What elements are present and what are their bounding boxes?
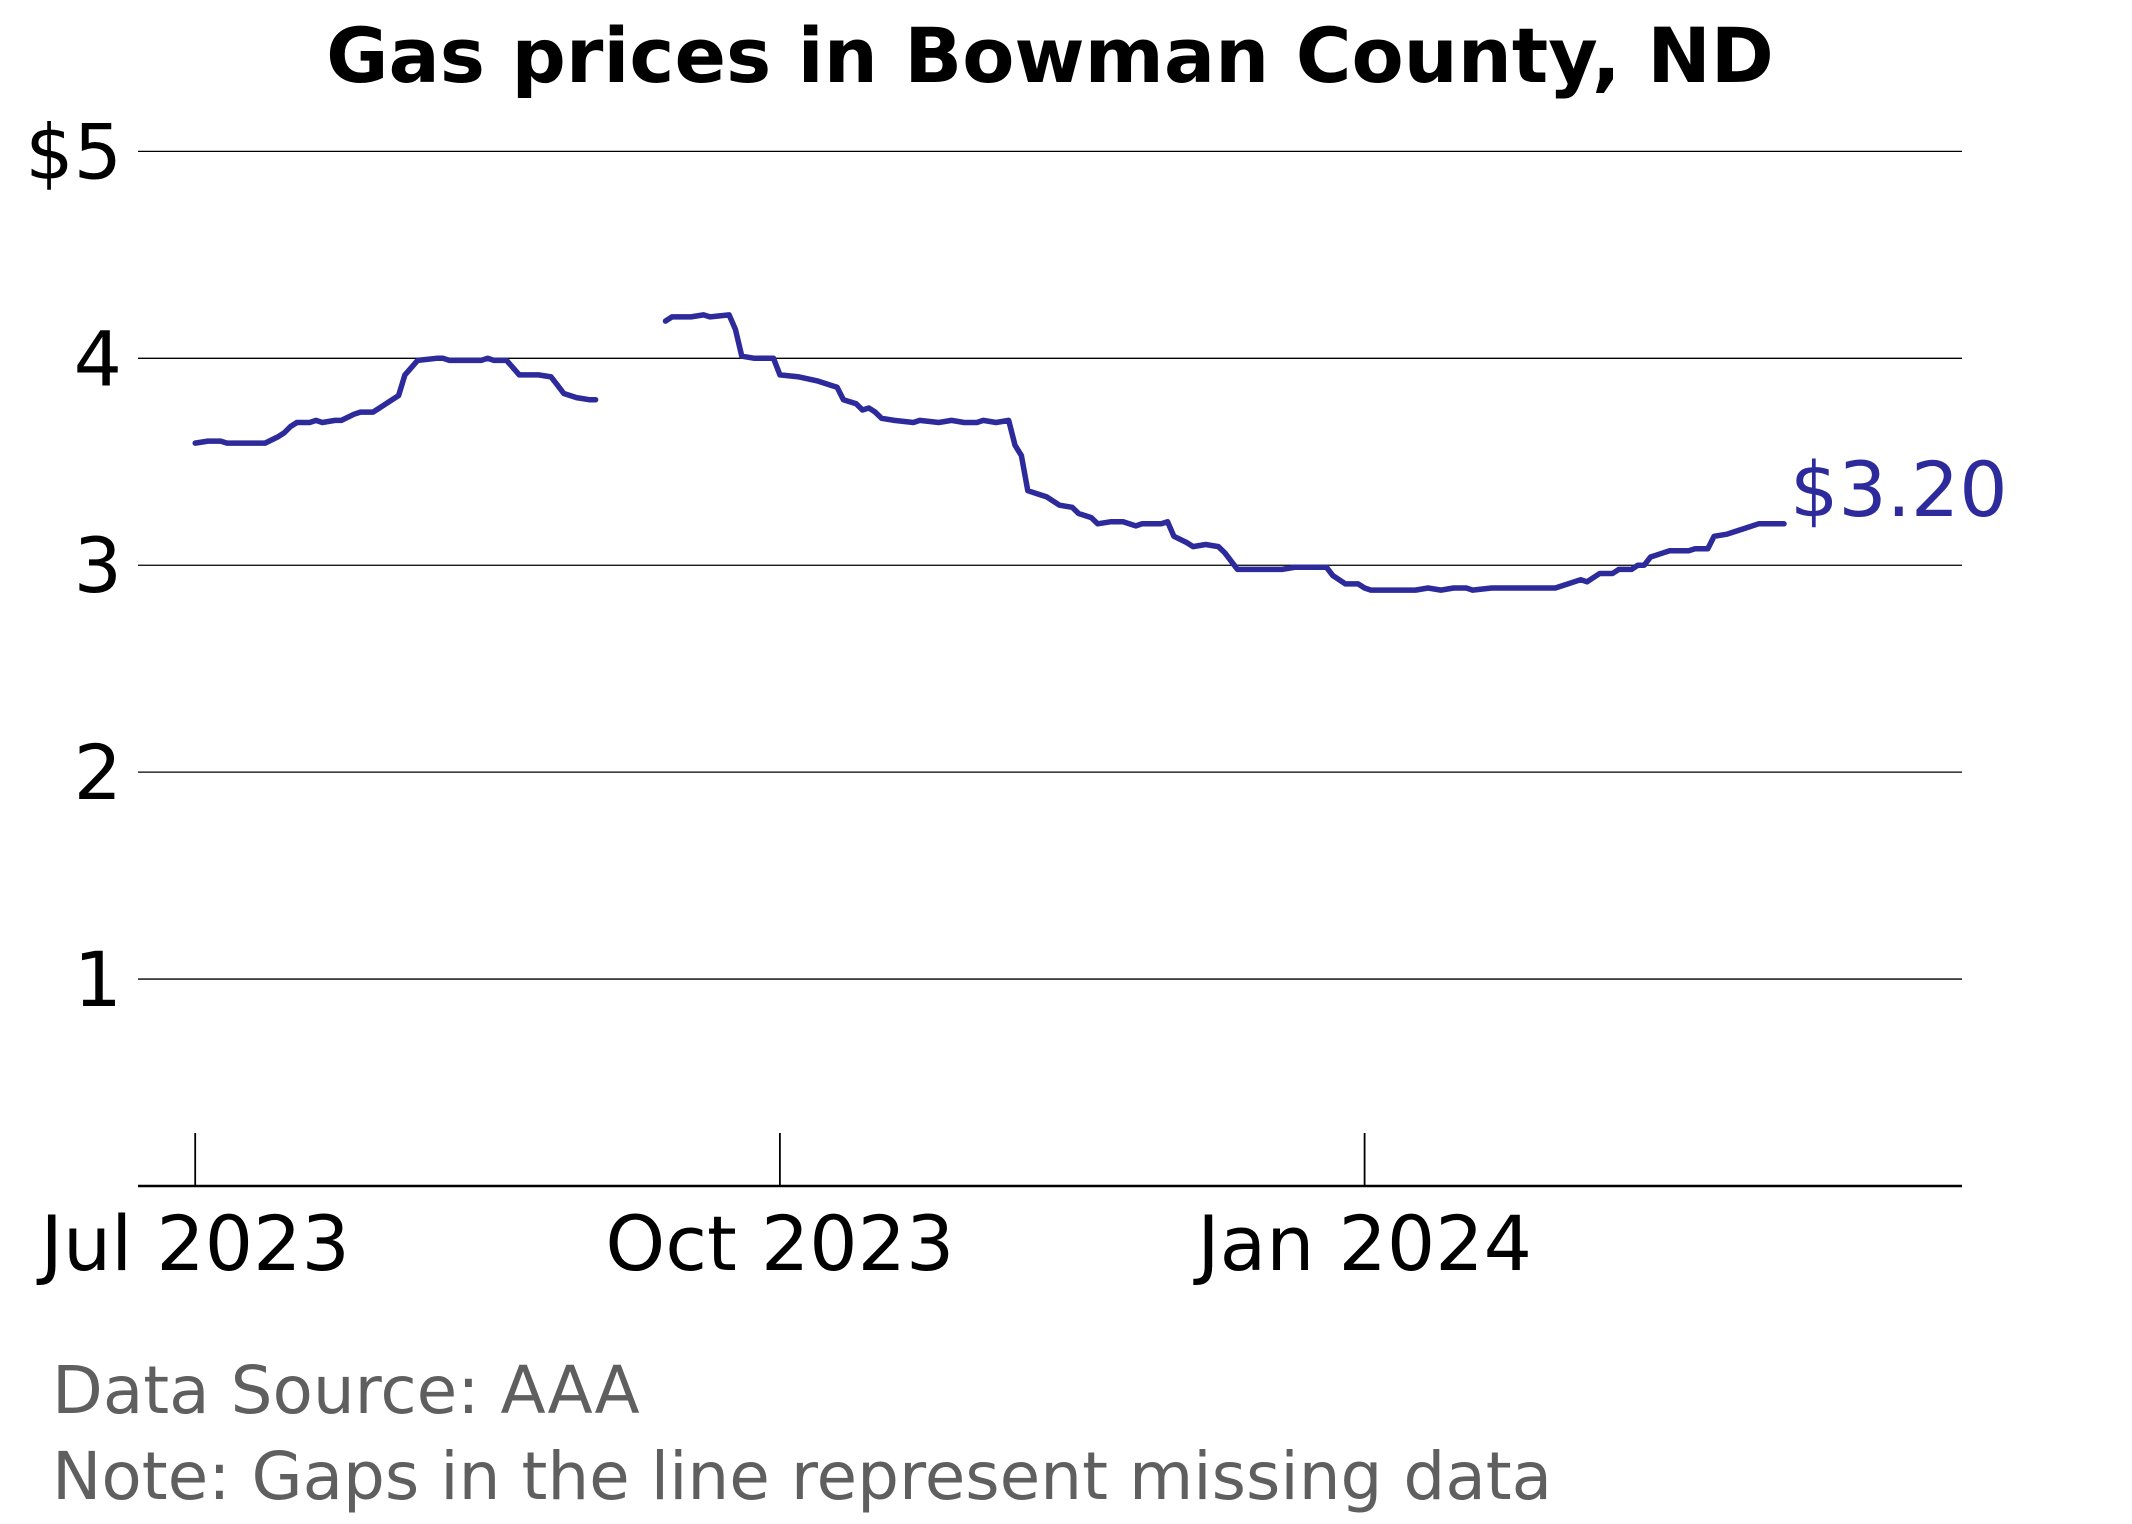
- gridlines: [138, 150, 1962, 980]
- latest-price-label: $3.20: [1790, 445, 2008, 534]
- x-tick-label: Jan 2024: [1193, 1199, 1532, 1288]
- data-source-note: Data Source: AAA: [52, 1352, 640, 1429]
- y-axis-tick-labels: 1 2 3 4 $5: [25, 107, 122, 1024]
- price-series: [192, 312, 1787, 593]
- x-tick-label: Oct 2023: [605, 1199, 954, 1288]
- y-tick-label: 1: [74, 935, 122, 1024]
- price-line-segment: [192, 355, 599, 446]
- y-tick-label: 3: [74, 521, 122, 610]
- chart-title: Gas prices in Bowman County, ND: [326, 11, 1774, 100]
- y-tick-label: 4: [74, 314, 122, 403]
- price-line-segment: [662, 312, 1787, 593]
- y-tick-label: $5: [25, 107, 122, 196]
- missing-data-note: Note: Gaps in the line represent missing…: [52, 1438, 1552, 1515]
- x-axis-ticks: Jul 2023 Oct 2023 Jan 2024: [37, 1133, 1532, 1288]
- y-tick-label: 2: [74, 728, 122, 817]
- x-tick-label: Jul 2023: [37, 1199, 350, 1288]
